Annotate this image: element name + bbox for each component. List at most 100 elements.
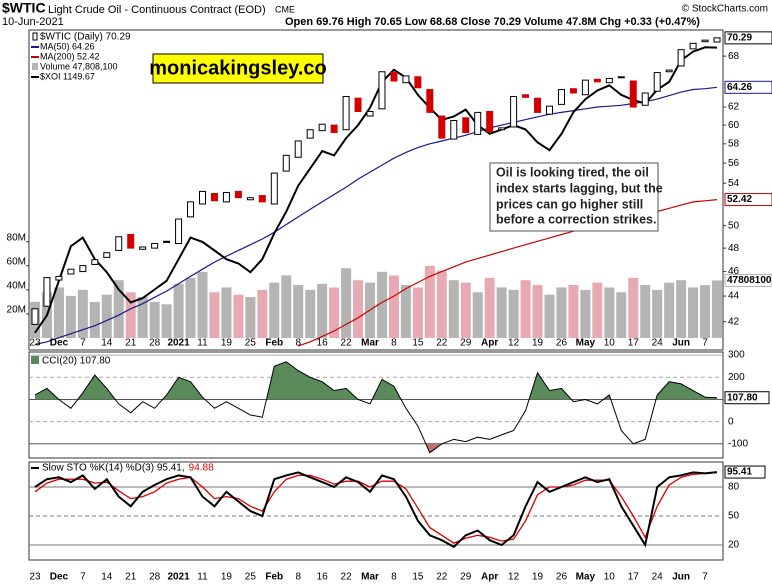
sto-label: 94.88 (189, 463, 214, 474)
candle (234, 190, 242, 199)
x-tick-label: 19 (532, 338, 544, 349)
candle (151, 243, 159, 249)
y-tick-label: 42 (728, 316, 740, 327)
volume-bar (472, 292, 483, 338)
volume-bar (568, 285, 579, 338)
sto-label: Slow STO %K(14) %D(3) 95.41, (42, 463, 185, 474)
volume-bar (640, 285, 651, 338)
candle (163, 240, 171, 243)
volume-bar (688, 287, 699, 338)
x-tick-label: 14 (101, 572, 113, 583)
volume-bar (281, 275, 292, 338)
x-tick-label: Jun (672, 572, 690, 583)
x-tick-label: 14 (101, 338, 113, 349)
candle (581, 79, 589, 96)
last-value-label: 47808100 (727, 275, 772, 286)
candle (641, 92, 649, 106)
candle (31, 308, 39, 325)
candle (366, 111, 374, 117)
x-tick-label: May (576, 572, 596, 583)
y-tick-label: 300 (728, 350, 745, 361)
candle (629, 80, 637, 108)
last-value-box (724, 193, 772, 207)
x-tick-label: 19 (221, 572, 233, 583)
candle (498, 127, 506, 131)
volume-bar (353, 280, 364, 338)
candle (486, 111, 494, 133)
y2-tick-label: 40M (7, 280, 26, 291)
candle (677, 49, 685, 67)
volume-bar (532, 285, 543, 338)
price-panel (28, 29, 724, 351)
x-tick-label: 29 (460, 338, 472, 349)
candle (546, 105, 553, 115)
volume-bar (556, 287, 567, 338)
volume-bar (436, 270, 447, 338)
y-tick-label: 80 (728, 482, 740, 493)
volume-bar (412, 287, 423, 338)
x-tick-label: Apr (481, 338, 498, 349)
x-tick-label: Mar (361, 338, 379, 349)
x-tick-label: Mar (361, 572, 379, 583)
x-tick-label: 28 (149, 572, 161, 583)
volume-bar (125, 292, 136, 338)
cci-fill-high (34, 361, 718, 400)
legend-entry: $XOI 1149.67 (40, 71, 95, 81)
volume-bar (293, 285, 304, 338)
legend-icon (32, 63, 38, 70)
x-tick-label: 15 (412, 572, 424, 583)
x-tick-label: 10 (604, 572, 616, 583)
x-tick-label: Jun (672, 338, 690, 349)
exchange: CME (275, 4, 295, 14)
volume-bar (460, 282, 471, 338)
x-tick-label: 11 (197, 338, 208, 349)
cci-panel (28, 351, 724, 459)
x-tick-label: 28 (149, 338, 161, 349)
source: © StockCharts.com (682, 4, 768, 15)
candle (43, 277, 51, 307)
annotation-line: prices can go higher still (496, 197, 643, 211)
volume-bar (197, 271, 208, 338)
y-tick-label: 44 (728, 291, 740, 302)
x-tick-label: 12 (508, 338, 520, 349)
volume-bar (257, 289, 268, 338)
volume-bar (209, 292, 220, 338)
y-tick-label: 46 (728, 266, 740, 277)
symbol: $WTIC (2, 0, 46, 16)
y-tick-label: 20 (728, 540, 740, 551)
y-tick-label: 60 (728, 120, 740, 131)
last-value-label: 64.26 (727, 82, 752, 93)
y-tick-label: 68 (728, 51, 740, 62)
x-tick-label: Dec (50, 572, 69, 583)
candle (139, 246, 147, 250)
watermark-box (152, 53, 324, 84)
legend-entry: Volume 47,808,100 (40, 61, 118, 71)
y-tick-label: 48 (728, 243, 740, 254)
x-tick-label: 25 (245, 572, 257, 583)
volume-bar (161, 304, 172, 338)
x-tick-label: 22 (341, 572, 353, 583)
cci-line (34, 361, 718, 454)
volume-bar (580, 289, 591, 338)
candle (175, 218, 183, 245)
x-tick-label: May (576, 338, 596, 349)
volume-bar (520, 280, 531, 338)
x-tick-label: 17 (628, 338, 640, 349)
cci-label: CCI(20) 107.80 (42, 356, 111, 367)
legend-box (30, 31, 126, 89)
candle (127, 234, 135, 249)
annotation-line: index starts lagging, but the (496, 181, 663, 195)
annotation-box (489, 162, 659, 232)
candle (246, 197, 254, 201)
candle (534, 97, 542, 113)
x-tick-label: 23 (29, 572, 41, 583)
candle (282, 154, 290, 172)
legend-icon (32, 32, 38, 41)
y-tick-label: 0 (728, 416, 734, 427)
candle (414, 76, 422, 89)
x-tick-label: 25 (245, 338, 257, 349)
x-tick-label: 16 (317, 572, 329, 583)
volume-bar (221, 287, 232, 338)
candle (617, 76, 625, 79)
